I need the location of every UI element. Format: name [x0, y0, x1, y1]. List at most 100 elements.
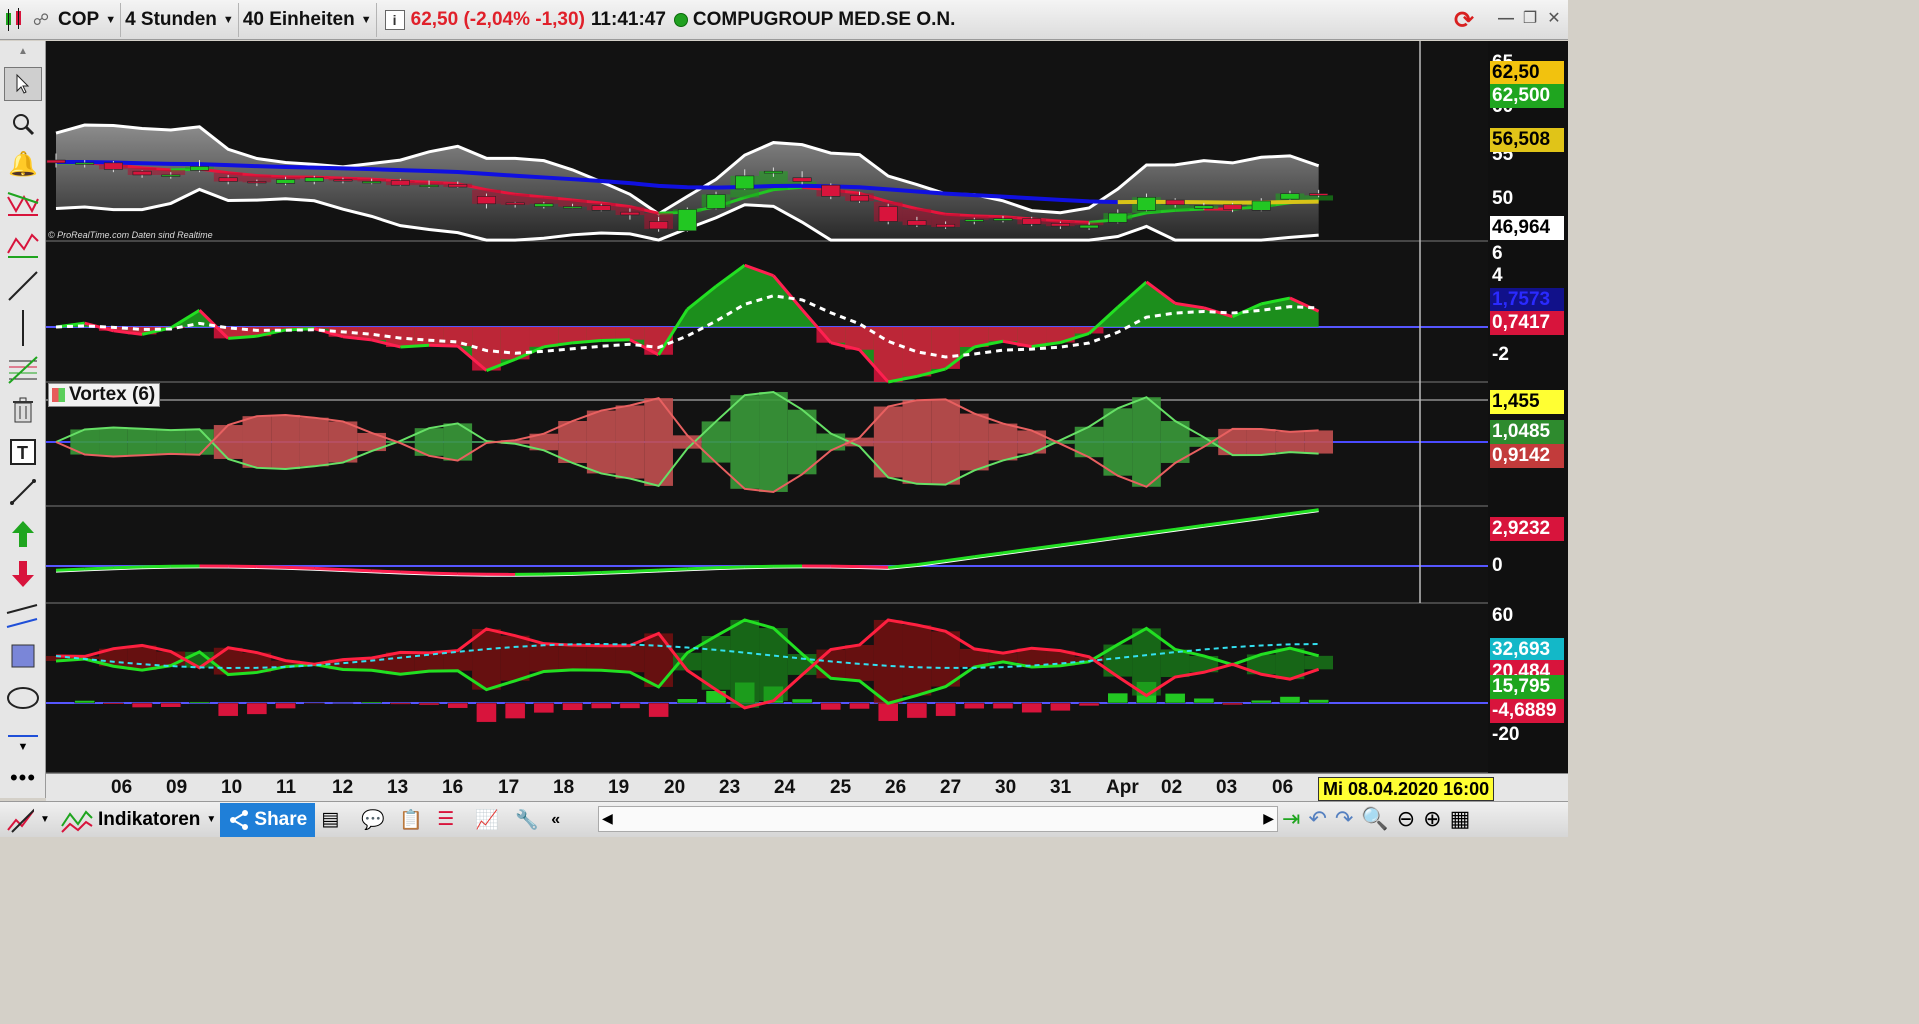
close-icon[interactable]: ✕ [1547, 10, 1561, 27]
undo-icon[interactable]: ↶ [1308, 806, 1327, 831]
arrow-down-icon[interactable] [4, 557, 42, 591]
pointer-icon[interactable] [4, 67, 42, 101]
rectangle-icon[interactable] [4, 639, 42, 673]
candle-body[interactable] [161, 174, 181, 177]
price-axis[interactable]: 65 60 55 50 62,50 62,500 56,508 46,964 6… [1488, 41, 1568, 773]
report-icon[interactable]: 📋 [399, 809, 423, 831]
zoom-out-icon[interactable]: ⊖ [1396, 806, 1416, 831]
candle-body[interactable] [46, 159, 66, 164]
candle-body[interactable] [792, 177, 812, 182]
candle-body[interactable] [878, 206, 898, 222]
scroll-left-icon[interactable]: ◀ [602, 810, 613, 826]
zoom-icon[interactable] [4, 107, 42, 141]
scroll-down-icon[interactable]: ▼ [17, 741, 29, 753]
share-button[interactable]: Share [220, 802, 316, 837]
indicators-button[interactable]: Indikatoren [54, 804, 206, 836]
candle-body[interactable] [1223, 204, 1243, 210]
horizontal-line-icon[interactable] [4, 719, 42, 753]
zigzag-icon[interactable] [4, 227, 42, 261]
trend-channel-icon[interactable] [4, 187, 42, 221]
vortex-indicator-label[interactable]: Vortex (6) [48, 383, 161, 407]
candle-body[interactable] [218, 177, 238, 182]
vertical-line-icon[interactable] [4, 310, 42, 346]
candle-body[interactable] [993, 218, 1013, 221]
time-axis[interactable]: 06 09 10 11 12 13 16 17 18 19 20 23 24 25 26 27 30 31 Apr 0… [46, 773, 1568, 801]
chevron-down-icon[interactable]: ▼ [40, 814, 50, 825]
drawing-mode-icon[interactable] [0, 804, 40, 836]
candle-body[interactable] [591, 205, 611, 211]
pane-4[interactable] [46, 507, 1488, 603]
candle-chart-icon[interactable] [0, 3, 28, 37]
candle-body[interactable] [1022, 218, 1042, 225]
chart-canvas[interactable] [41, 41, 1488, 774]
chart-area[interactable] [41, 41, 1488, 774]
trendline-icon[interactable] [4, 269, 42, 303]
trash-icon[interactable] [4, 393, 42, 427]
interval-select[interactable]: 4 Stunden ▼ [121, 2, 239, 37]
horizontal-scrollbar[interactable]: ◀ ▶ [598, 806, 1278, 832]
minimize-icon[interactable]: — [1498, 10, 1514, 27]
candle-body[interactable] [103, 162, 123, 170]
candle-body[interactable] [1309, 193, 1329, 196]
candle-body[interactable] [333, 179, 353, 182]
candle-body[interactable] [132, 170, 152, 176]
candle-body[interactable] [649, 221, 669, 230]
candle-body[interactable] [390, 180, 410, 186]
segment-icon[interactable] [4, 475, 42, 509]
zoom-fit-icon[interactable]: 🔍 [1361, 806, 1389, 831]
candle-body[interactable] [276, 179, 296, 184]
chart-scale-icon[interactable]: ▦ [1449, 806, 1471, 831]
symbol-select[interactable]: COP ▼ [54, 2, 122, 37]
order-ladder-icon[interactable]: ☰ [437, 809, 455, 830]
zoom-in-icon[interactable]: ⊕ [1423, 806, 1442, 831]
parallel-lines-icon[interactable] [4, 599, 42, 633]
text-icon[interactable]: T [4, 435, 42, 469]
candle-body[interactable] [677, 209, 697, 232]
candle-body[interactable] [1050, 223, 1070, 227]
candle-body[interactable] [1079, 224, 1099, 229]
candle-body[interactable] [190, 166, 209, 171]
scroll-right-icon[interactable]: ▶ [1263, 810, 1274, 826]
window-chart-icon[interactable]: 📈 [475, 809, 499, 831]
candle-body[interactable] [850, 195, 869, 202]
fibonacci-icon[interactable] [4, 353, 42, 387]
chevron-down-icon[interactable]: ▼ [206, 814, 217, 825]
candle-body[interactable] [907, 220, 927, 226]
restore-icon[interactable]: ❐ [1522, 10, 1538, 27]
candle-body[interactable] [1194, 205, 1214, 209]
candle-body[interactable] [534, 203, 554, 207]
candle-body[interactable] [563, 206, 583, 209]
candle-body[interactable] [362, 181, 382, 184]
link-icon[interactable]: ☍ [32, 11, 50, 29]
candle-body[interactable] [419, 184, 439, 187]
layout-icon[interactable]: ▤ [321, 809, 340, 830]
comment-icon[interactable]: 💬 [361, 809, 385, 831]
scroll-to-end-icon[interactable]: ⇥ [1282, 806, 1301, 831]
candle-body[interactable] [476, 196, 496, 205]
arrow-up-icon[interactable] [4, 517, 42, 551]
candle-body[interactable] [620, 211, 640, 216]
candle-body[interactable] [247, 181, 267, 184]
ellipse-icon[interactable] [4, 681, 42, 715]
tools-icon[interactable]: 🔧 [515, 809, 539, 831]
info-icon[interactable]: i [384, 9, 405, 30]
collapse-icon[interactable]: « [551, 810, 561, 828]
candle-body[interactable] [1108, 212, 1128, 223]
candle-body[interactable] [706, 194, 726, 209]
candle-body[interactable] [763, 170, 783, 174]
refresh-icon[interactable]: ⟳ [1454, 7, 1475, 34]
candle-body[interactable] [1136, 196, 1156, 211]
units-select[interactable]: 40 Einheiten ▼ [239, 2, 377, 37]
more-icon[interactable]: ••• [9, 765, 37, 790]
scroll-up-icon[interactable]: ▲ [18, 45, 28, 57]
alert-bell-icon[interactable]: 🔔 [8, 150, 38, 178]
candle-body[interactable] [936, 223, 956, 228]
candle-body[interactable] [821, 184, 841, 197]
candle-body[interactable] [964, 219, 984, 222]
candle-body[interactable] [304, 177, 324, 182]
candle-body[interactable] [1251, 200, 1271, 211]
candle-body[interactable] [505, 202, 525, 206]
candle-body[interactable] [75, 162, 95, 165]
candle-body[interactable] [448, 183, 468, 188]
redo-icon[interactable]: ↷ [1334, 806, 1354, 831]
